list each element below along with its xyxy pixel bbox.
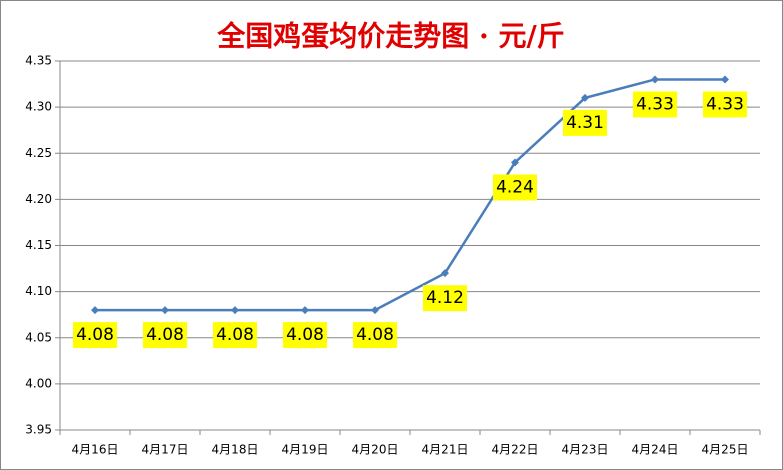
marker bbox=[231, 306, 239, 315]
y-tick-label: 4.30 bbox=[25, 100, 52, 114]
x-tick-label: 4月18日 bbox=[212, 443, 259, 457]
value-label-box bbox=[213, 322, 257, 349]
value-label: 4.24 bbox=[496, 177, 534, 197]
marker bbox=[301, 306, 309, 315]
value-label-box bbox=[143, 322, 187, 349]
x-tick-label: 4月17日 bbox=[142, 443, 189, 457]
value-label: 4.08 bbox=[356, 325, 394, 345]
marker bbox=[721, 75, 729, 84]
value-label-box bbox=[633, 91, 677, 118]
marker bbox=[651, 75, 659, 84]
x-tick-label: 4月22日 bbox=[492, 443, 539, 457]
x-tick-label: 4月24日 bbox=[632, 443, 679, 457]
marker bbox=[581, 93, 589, 102]
chart-title: 全国鸡蛋均价走势图 · 元/斤 bbox=[216, 20, 564, 53]
line bbox=[95, 78, 725, 312]
value-label-box bbox=[703, 91, 747, 118]
value-label: 4.12 bbox=[426, 288, 464, 308]
value-label-box bbox=[493, 174, 537, 201]
y-tick-label: 4.00 bbox=[25, 376, 52, 390]
value-label: 4.33 bbox=[636, 94, 674, 114]
x-tick-label: 4月19日 bbox=[282, 443, 329, 457]
value-label: 4.33 bbox=[706, 94, 744, 114]
x-tick-label: 4月16日 bbox=[72, 443, 119, 457]
value-label: 4.08 bbox=[76, 325, 114, 345]
x-tick-label: 4月25日 bbox=[702, 443, 749, 457]
value-label-box bbox=[563, 109, 607, 136]
value-label-box bbox=[423, 285, 467, 312]
marker bbox=[91, 306, 99, 315]
x-tick-label: 4月20日 bbox=[352, 443, 399, 457]
value-label-box bbox=[353, 322, 397, 349]
x-tick-label: 4月23日 bbox=[562, 443, 609, 457]
marker bbox=[441, 269, 449, 278]
marker bbox=[511, 158, 519, 167]
x-tick-label: 4月21日 bbox=[422, 443, 469, 457]
value-label: 4.08 bbox=[216, 325, 254, 345]
value-label-box bbox=[73, 322, 117, 349]
y-tick-label: 4.20 bbox=[25, 192, 52, 206]
y-tick-label: 4.35 bbox=[25, 54, 52, 68]
y-tick-label: 4.05 bbox=[25, 330, 52, 344]
marker bbox=[371, 306, 379, 315]
value-label: 4.31 bbox=[566, 113, 604, 133]
y-tick-label: 4.15 bbox=[25, 238, 52, 252]
value-label-box bbox=[283, 322, 327, 349]
y-tick-label: 4.25 bbox=[25, 146, 52, 160]
y-tick-label: 3.95 bbox=[25, 423, 52, 437]
y-tick-label: 4.10 bbox=[25, 284, 52, 298]
marker bbox=[161, 306, 169, 315]
value-label: 4.08 bbox=[146, 325, 184, 345]
value-label: 4.08 bbox=[286, 325, 324, 345]
